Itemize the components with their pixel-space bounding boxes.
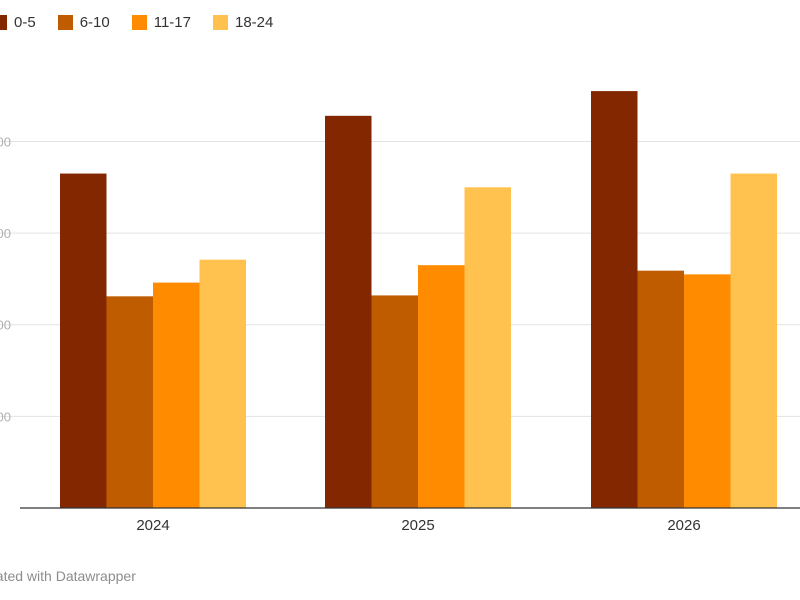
bar-2025-11-17 <box>418 265 465 508</box>
y-tick-label: 00 <box>0 409 11 424</box>
legend-item-11-17: 11-17 <box>131 14 191 31</box>
legend-label: 18-24 <box>234 14 274 31</box>
y-tick-label: 00 <box>0 134 11 149</box>
legend-label: 11-17 <box>153 14 191 31</box>
credit-text: eated with Datawrapper <box>0 568 136 584</box>
legend-swatch <box>212 15 228 30</box>
legend-swatch <box>0 15 7 30</box>
bar-2026-11-17 <box>684 274 731 508</box>
legend-item-0-5: 0-5 <box>0 14 36 31</box>
bar-2025-18-24 <box>464 187 511 509</box>
bar-2025-0-5 <box>325 115 372 508</box>
x-tick-label: 2026 <box>667 517 700 534</box>
legend: 0-5 6-10 11-17 18-24 <box>0 14 295 31</box>
legend-swatch <box>57 15 73 30</box>
x-tick-label: 2024 <box>136 517 169 534</box>
y-tick-label: 00 <box>0 226 11 241</box>
y-tick-label: 00 <box>0 318 11 333</box>
legend-label: 6-10 <box>79 14 110 31</box>
bar-2024-0-5 <box>60 173 107 508</box>
legend-label: 0-5 <box>14 14 36 31</box>
bar-2026-0-5 <box>591 91 638 509</box>
legend-item-18-24: 18-24 <box>212 14 274 31</box>
legend-swatch <box>131 15 147 30</box>
bar-2025-6-10 <box>371 295 418 508</box>
legend-item-6-10: 6-10 <box>57 14 110 31</box>
x-tick-label: 2025 <box>401 517 434 534</box>
bar-2026-18-24 <box>730 173 777 508</box>
bar-2024-11-17 <box>153 282 200 508</box>
bar-2026-6-10 <box>637 270 684 508</box>
bar-2024-6-10 <box>106 296 153 508</box>
bar-2024-18-24 <box>199 259 246 508</box>
